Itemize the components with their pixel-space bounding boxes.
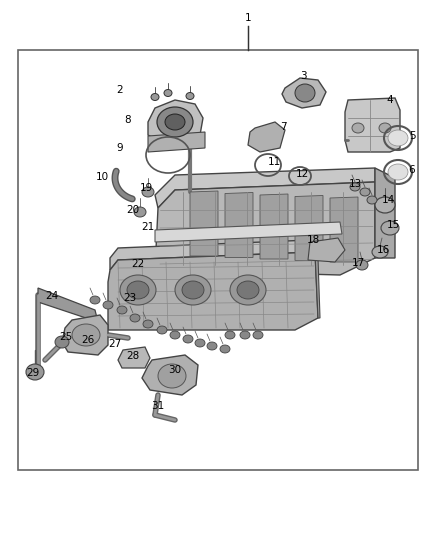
Text: 8: 8 [125,115,131,125]
Text: 15: 15 [386,220,399,230]
Text: 9: 9 [117,143,124,153]
Bar [18,50,418,470]
Polygon shape [375,168,395,258]
Text: 30: 30 [169,365,182,375]
Ellipse shape [372,246,388,258]
Ellipse shape [381,221,399,235]
Text: 23: 23 [124,293,137,303]
Ellipse shape [379,123,391,133]
Ellipse shape [356,260,368,270]
Polygon shape [118,347,150,368]
Text: 14: 14 [381,195,395,205]
Ellipse shape [143,320,153,328]
Ellipse shape [182,281,204,299]
Polygon shape [142,355,198,395]
Ellipse shape [103,301,113,309]
Polygon shape [110,240,315,270]
Text: 1: 1 [245,13,251,23]
Polygon shape [155,222,342,242]
Text: 16: 16 [376,245,390,255]
Text: 6: 6 [409,165,415,175]
Ellipse shape [375,197,395,213]
Polygon shape [38,288,98,322]
Ellipse shape [388,164,408,180]
Ellipse shape [350,183,360,191]
Ellipse shape [352,123,364,133]
Text: 22: 22 [131,259,145,269]
Ellipse shape [360,188,370,196]
Text: 5: 5 [409,131,415,141]
Ellipse shape [170,331,180,339]
Ellipse shape [142,187,154,197]
Ellipse shape [151,93,159,101]
Ellipse shape [165,114,185,130]
Polygon shape [148,132,205,152]
Polygon shape [260,194,288,259]
Ellipse shape [237,281,259,299]
Polygon shape [248,122,285,152]
Polygon shape [308,238,345,262]
Text: 26: 26 [81,335,95,345]
Polygon shape [315,252,320,318]
Text: 11: 11 [267,157,281,167]
Text: 3: 3 [300,71,306,81]
Polygon shape [155,182,375,275]
Ellipse shape [117,306,127,314]
Ellipse shape [55,336,69,348]
Polygon shape [225,192,253,257]
Ellipse shape [158,364,186,388]
Ellipse shape [295,84,315,102]
Ellipse shape [175,275,211,305]
Ellipse shape [134,207,146,217]
Polygon shape [345,98,400,152]
Ellipse shape [72,324,100,346]
Ellipse shape [186,93,194,100]
Ellipse shape [253,331,263,339]
Ellipse shape [120,275,156,305]
Text: 28: 28 [127,351,140,361]
Text: 17: 17 [351,258,364,268]
Text: 19: 19 [139,183,152,193]
Text: 25: 25 [60,332,73,342]
Polygon shape [108,252,318,330]
Ellipse shape [225,331,235,339]
Polygon shape [148,100,203,144]
Ellipse shape [157,326,167,334]
Ellipse shape [130,314,140,322]
Ellipse shape [90,296,100,304]
Text: 29: 29 [26,368,39,378]
Ellipse shape [26,364,44,380]
Text: 7: 7 [280,122,286,132]
Ellipse shape [220,345,230,353]
Text: 13: 13 [348,179,362,189]
Text: 18: 18 [306,235,320,245]
Text: 4: 4 [387,95,393,105]
Ellipse shape [164,90,172,96]
Text: 12: 12 [295,169,309,179]
Text: 2: 2 [117,85,124,95]
Polygon shape [62,315,108,355]
Text: 31: 31 [152,401,165,411]
Text: 24: 24 [46,291,59,301]
Text: 27: 27 [108,339,122,349]
Polygon shape [295,196,323,261]
Ellipse shape [240,331,250,339]
Ellipse shape [367,196,377,204]
Ellipse shape [230,275,266,305]
Text: 21: 21 [141,222,155,232]
Polygon shape [155,168,375,208]
Ellipse shape [388,130,408,146]
Text: 20: 20 [127,205,140,215]
Ellipse shape [207,342,217,350]
Text: 10: 10 [95,172,109,182]
Ellipse shape [157,107,193,137]
Polygon shape [330,197,358,262]
Ellipse shape [195,339,205,347]
Ellipse shape [183,335,193,343]
Polygon shape [190,191,218,256]
Polygon shape [282,78,326,108]
Ellipse shape [127,281,149,299]
